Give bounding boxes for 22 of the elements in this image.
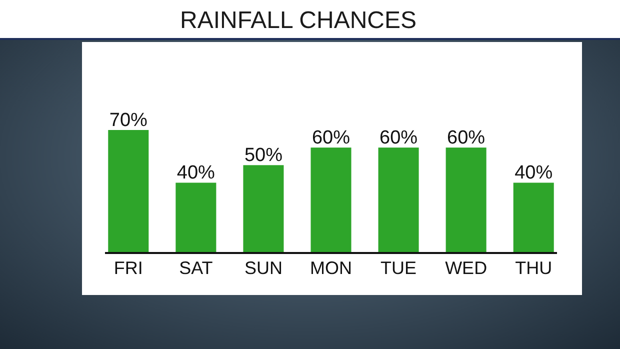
x-tick-label: TUE <box>380 258 417 278</box>
x-tick-label: SUN <box>244 258 282 278</box>
chart-title: RAINFALL CHANCES <box>180 7 417 34</box>
data-label: 60% <box>380 128 418 149</box>
x-tick-label: THU <box>515 258 552 278</box>
x-tick-label: WED <box>445 258 488 278</box>
data-label: 40% <box>514 162 553 184</box>
x-tick-label: SAT <box>179 258 213 278</box>
data-label: 60% <box>447 128 486 149</box>
bar <box>176 182 216 253</box>
x-tick-label: MON <box>310 258 352 278</box>
bar <box>513 182 554 253</box>
bar <box>446 148 486 253</box>
data-label: 60% <box>312 128 350 149</box>
data-label: 70% <box>109 110 148 131</box>
x-tick-label: FRI <box>114 258 143 278</box>
bar <box>310 148 352 253</box>
bar <box>108 130 149 253</box>
data-label: 40% <box>176 162 216 184</box>
bar <box>378 148 419 253</box>
bar <box>243 165 284 253</box>
data-label: 50% <box>244 145 283 166</box>
